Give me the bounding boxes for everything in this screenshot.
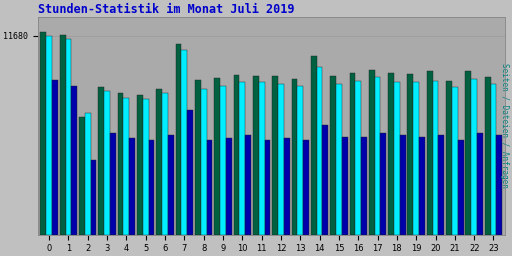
Bar bbox=[118, 93, 123, 234]
Bar bbox=[452, 88, 458, 234]
Bar bbox=[98, 87, 104, 234]
Bar bbox=[79, 117, 85, 234]
Bar bbox=[330, 76, 336, 234]
Bar bbox=[400, 135, 406, 234]
Bar bbox=[143, 99, 148, 234]
Bar bbox=[394, 82, 400, 234]
Bar bbox=[60, 35, 66, 234]
Bar bbox=[336, 84, 342, 234]
Bar bbox=[490, 84, 496, 234]
Bar bbox=[369, 70, 375, 234]
Bar bbox=[291, 79, 297, 234]
Bar bbox=[477, 133, 483, 234]
Bar bbox=[71, 86, 77, 234]
Bar bbox=[215, 78, 220, 234]
Bar bbox=[137, 95, 143, 234]
Bar bbox=[259, 82, 265, 234]
Bar bbox=[110, 133, 116, 234]
Bar bbox=[433, 81, 438, 234]
Bar bbox=[46, 36, 52, 234]
Bar bbox=[272, 77, 278, 234]
Bar bbox=[446, 81, 452, 234]
Bar bbox=[265, 140, 270, 234]
Bar bbox=[342, 137, 348, 234]
Bar bbox=[323, 125, 328, 234]
Bar bbox=[66, 39, 71, 234]
Bar bbox=[85, 113, 91, 234]
Bar bbox=[240, 82, 245, 234]
Bar bbox=[311, 56, 317, 234]
Bar bbox=[361, 137, 367, 234]
Bar bbox=[206, 140, 212, 234]
Bar bbox=[471, 79, 477, 234]
Bar bbox=[438, 135, 444, 234]
Bar bbox=[297, 86, 303, 234]
Bar bbox=[408, 74, 413, 234]
Bar bbox=[226, 138, 231, 234]
Bar bbox=[129, 138, 135, 234]
Bar bbox=[380, 133, 386, 234]
Bar bbox=[496, 135, 502, 234]
Bar bbox=[91, 160, 96, 234]
Bar bbox=[303, 140, 309, 234]
Bar bbox=[375, 77, 380, 234]
Bar bbox=[156, 89, 162, 234]
Bar bbox=[201, 89, 206, 234]
Bar bbox=[458, 140, 463, 234]
Bar bbox=[187, 110, 193, 234]
Bar bbox=[195, 80, 201, 234]
Bar bbox=[413, 82, 419, 234]
Bar bbox=[220, 86, 226, 234]
Bar bbox=[350, 73, 355, 234]
Y-axis label: Seiten / Dateien / Anfragen: Seiten / Dateien / Anfragen bbox=[500, 63, 509, 188]
Bar bbox=[419, 137, 425, 234]
Bar bbox=[253, 76, 259, 234]
Bar bbox=[233, 75, 240, 234]
Bar bbox=[40, 32, 46, 234]
Bar bbox=[355, 81, 361, 234]
Bar bbox=[162, 93, 168, 234]
Bar bbox=[104, 91, 110, 234]
Text: Stunden-Statistik im Monat Juli 2019: Stunden-Statistik im Monat Juli 2019 bbox=[37, 3, 294, 16]
Bar bbox=[427, 71, 433, 234]
Bar bbox=[176, 44, 181, 234]
Bar bbox=[278, 84, 284, 234]
Bar bbox=[465, 71, 471, 234]
Bar bbox=[123, 98, 129, 234]
Bar bbox=[52, 80, 58, 234]
Bar bbox=[284, 138, 290, 234]
Bar bbox=[485, 77, 490, 234]
Bar bbox=[317, 67, 323, 234]
Bar bbox=[148, 140, 155, 234]
Bar bbox=[181, 50, 187, 234]
Bar bbox=[388, 73, 394, 234]
Bar bbox=[168, 135, 174, 234]
Bar bbox=[245, 135, 251, 234]
